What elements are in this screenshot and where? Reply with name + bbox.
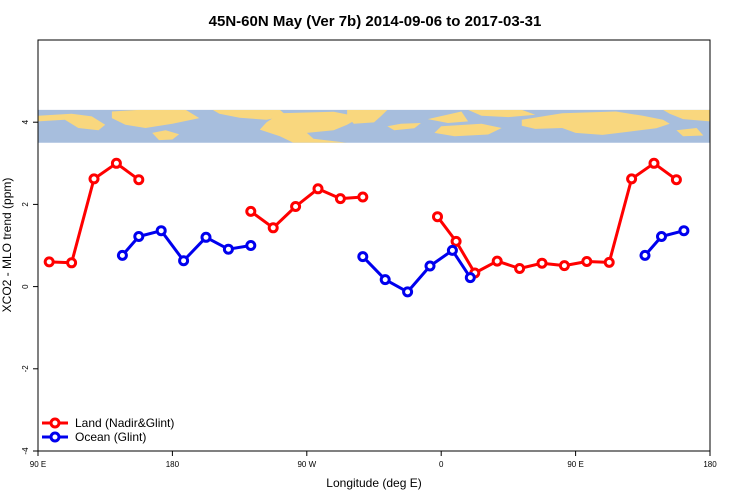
x-tick-label: 180	[166, 460, 180, 469]
data-point	[88, 173, 100, 185]
data-point	[581, 256, 593, 267]
x-axis: 90 E 180 90 W 0 90 E 180	[30, 451, 717, 469]
data-point	[222, 243, 234, 255]
map-landmass	[111, 109, 200, 128]
y-tick-label: -2	[21, 365, 30, 373]
series-line	[249, 187, 363, 230]
legend-label: Land (Nadir&Glint)	[75, 416, 174, 430]
legend-swatch-marker	[49, 431, 61, 443]
plot-frame	[37, 39, 711, 452]
data-point	[116, 249, 128, 261]
map-landmass	[152, 130, 180, 141]
y-axis: -4 -2 0 2 4	[21, 119, 38, 455]
map-landmass	[38, 113, 106, 131]
data-point	[245, 205, 257, 217]
data-point	[402, 286, 414, 298]
data-point	[648, 157, 660, 169]
data-point	[357, 251, 369, 263]
data-point	[432, 211, 443, 223]
data-point	[267, 222, 279, 234]
series	[43, 157, 682, 279]
y-tick-label: 4	[21, 119, 30, 124]
data-point	[464, 272, 476, 284]
data-point	[514, 263, 526, 274]
data-point	[639, 249, 651, 261]
map-landmass	[387, 123, 421, 131]
data-point	[200, 231, 212, 243]
data-point	[155, 225, 167, 237]
data-point	[133, 231, 145, 242]
map-landmass	[347, 109, 388, 124]
data-point	[603, 256, 615, 268]
y-tick-label: 0	[21, 284, 30, 289]
data-point	[66, 257, 78, 269]
map-landmass	[676, 128, 704, 137]
data-point	[379, 274, 391, 286]
legend-label: Ocean (Glint)	[75, 430, 146, 444]
data-point	[678, 225, 690, 237]
data-point	[491, 255, 503, 267]
series-line	[361, 248, 472, 294]
y-tick-label: -4	[21, 447, 30, 455]
x-tick-label: 180	[703, 460, 717, 469]
world-map-band	[38, 109, 710, 143]
map-landmass	[212, 109, 287, 120]
y-axis-label: XCO2 - MLO trend (ppm)	[0, 178, 14, 313]
map-landmass	[259, 111, 361, 143]
data-point	[656, 231, 667, 242]
x-axis-label: Longitude (deg E)	[326, 476, 421, 490]
legend: Land (Nadir&Glint)Ocean (Glint)	[42, 416, 174, 444]
data-point	[446, 244, 458, 256]
map-landmass	[434, 123, 502, 137]
data-point	[334, 193, 346, 205]
data-point	[424, 260, 436, 272]
data-point	[43, 256, 55, 268]
data-point	[245, 240, 257, 251]
map-landmass	[427, 111, 469, 123]
series	[116, 225, 690, 298]
y-tick-label: 2	[21, 202, 30, 207]
legend-swatch-marker	[49, 417, 61, 429]
data-point	[312, 183, 324, 195]
data-point	[450, 235, 462, 247]
map-landmass	[663, 109, 710, 122]
data-point	[536, 257, 548, 269]
data-point	[357, 191, 369, 203]
data-point	[110, 157, 122, 169]
data-point	[133, 174, 145, 186]
data-point	[178, 255, 190, 267]
map-landmass	[521, 111, 670, 135]
map-landmass	[468, 109, 536, 118]
x-tick-label: 0	[439, 460, 444, 469]
x-tick-label: 90 E	[567, 460, 583, 469]
series-layer	[43, 157, 690, 298]
data-point	[670, 174, 682, 186]
data-point	[290, 201, 302, 212]
data-point	[626, 173, 638, 185]
chart-title: 45N-60N May (Ver 7b) 2014-09-06 to 2017-…	[209, 13, 542, 30]
data-point	[558, 260, 570, 272]
x-tick-label: 90 W	[297, 460, 316, 469]
x-tick-label: 90 E	[30, 460, 46, 469]
